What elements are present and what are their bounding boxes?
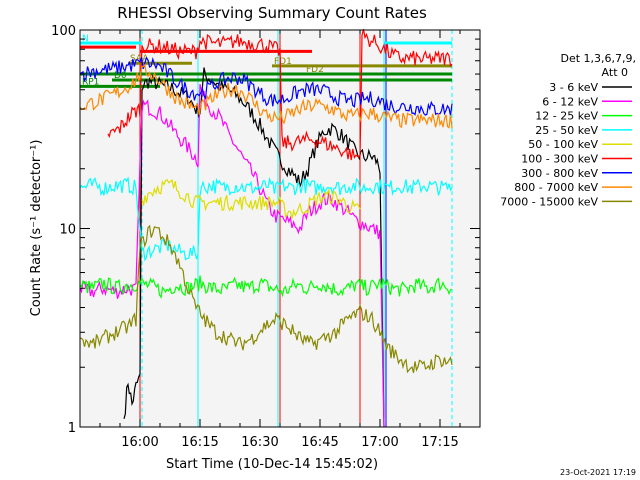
series-line-4 (141, 178, 361, 219)
x-tick-label-0: 16:00 (121, 435, 158, 450)
flag-label-7: RP1 (82, 77, 99, 87)
x-tick-label-5: 17:15 (421, 435, 458, 450)
series-line-8 (79, 224, 453, 374)
series-line-3 (79, 176, 453, 262)
chart-title: RHESSI Observing Summary Count Rates (117, 4, 427, 22)
legend-label-5: 100 - 300 keV (521, 153, 598, 166)
legend-label-7: 800 - 7000 keV (514, 181, 598, 194)
legend-label-8: 7000 - 15000 keV (500, 195, 598, 208)
legend-label-6: 300 - 800 keV (521, 167, 598, 180)
y-tick-label-2: 100 (51, 24, 76, 39)
flag-label-3: FD1 (274, 57, 292, 67)
x-tick-label-4: 17:00 (361, 435, 398, 450)
series-line-6 (79, 56, 453, 116)
series-line-7 (79, 63, 453, 129)
x-ticks: 16:00 16:15 16:30 16:45 17:00 17:15 (79, 30, 481, 450)
legend-title-line-2: Att 0 (602, 66, 628, 79)
flag-label-0: N (82, 34, 89, 44)
legend-label-1: 6 - 12 keV (542, 95, 598, 108)
series-line-2 (79, 275, 453, 299)
legend-label-0: 3 - 6 keV (549, 81, 598, 94)
legend-title-line-1: Det 1,3,6,7,9, (560, 52, 636, 65)
x-tick-label-2: 16:30 (241, 435, 278, 450)
series-line-1 (79, 83, 385, 428)
legend-label-4: 50 - 100 keV (528, 138, 598, 151)
y-tick-label-1: 10 (59, 223, 76, 238)
flag-label-5: SAA (130, 54, 149, 64)
x-tick-label-3: 16:45 (301, 435, 338, 450)
legend-label-2: 12 - 25 keV (535, 110, 598, 123)
y-ticks: 1 10 100 (51, 24, 480, 436)
series-line-5 (107, 29, 453, 161)
footer-timestamp: 23-Oct-2021 17:19 (560, 468, 636, 477)
y-axis-label: Count Rate (s⁻¹ detector⁻¹) (29, 140, 44, 317)
x-axis-label: Start Time (10-Dec-14 15:45:02) (166, 457, 378, 472)
flag-label-6: D0 (114, 71, 127, 81)
x-tick-label-1: 16:15 (181, 435, 218, 450)
flag-label-4: FD2 (306, 65, 324, 75)
series-group (79, 29, 453, 428)
legend-label-3: 25 - 50 keV (535, 124, 598, 137)
y-tick-label-0: 1 (68, 421, 76, 436)
series-line-0 (123, 67, 385, 428)
